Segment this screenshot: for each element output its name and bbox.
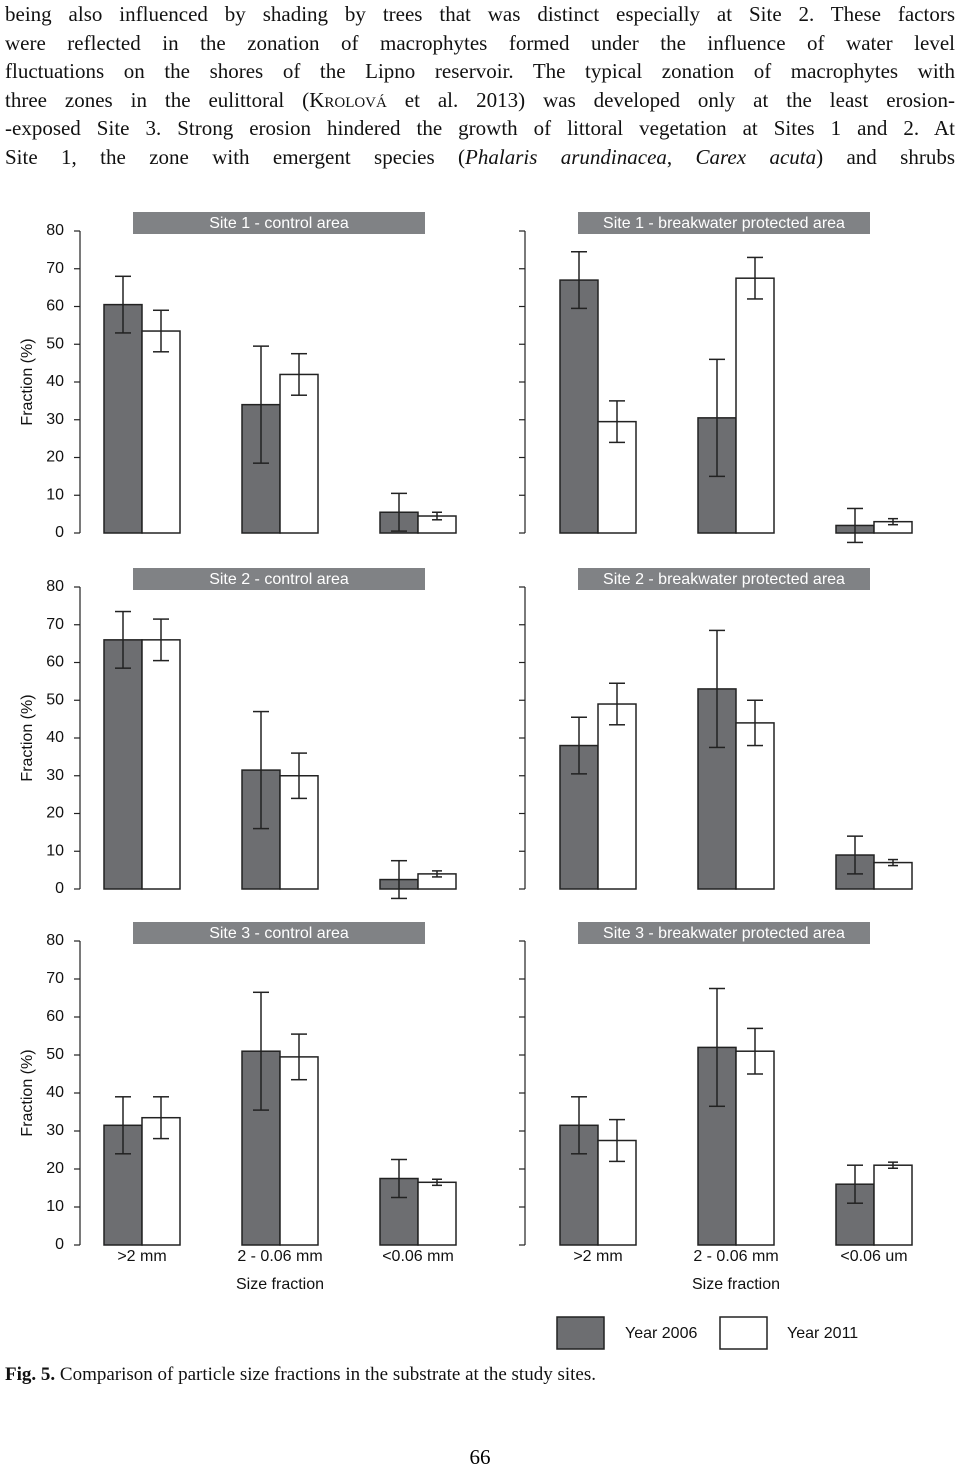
y-tick-label: 0 (55, 524, 64, 541)
x-tick-label: 2 - 0.06 mm (693, 1248, 778, 1265)
y-tick-label: 20 (46, 805, 64, 822)
chart-title: Site 3 - breakwater protected area (603, 925, 845, 942)
text-run: Carex acuta (695, 144, 817, 169)
text-line: -exposed Site 3. Strong erosion hindered… (5, 114, 955, 143)
y-tick-label: 50 (46, 335, 64, 352)
text-line: fluctuations on the shores of the Lipno … (5, 57, 955, 86)
y-tick-label: 20 (46, 1160, 64, 1177)
y-tick-label: 80 (46, 932, 64, 949)
legend-label: Year 2006 (625, 1325, 697, 1342)
text-run: , (666, 144, 696, 169)
y-tick-label: 60 (46, 1008, 64, 1025)
text-line: being also influenced by shading by tree… (5, 0, 955, 29)
x-tick-label: <0.06 um (840, 1248, 907, 1265)
bar (873, 1164, 913, 1246)
text-line: three zones in the eulittoral (Krolová e… (5, 86, 955, 115)
text-run: ) and shrubs (816, 144, 956, 169)
legend-swatch (719, 1316, 768, 1350)
x-tick-label: >2 mm (117, 1248, 166, 1265)
text-run: et al. 2013) was developed only at the l… (386, 87, 956, 112)
y-tick-label: 10 (46, 842, 64, 859)
y-tick-label: 30 (46, 411, 64, 428)
legend-label: Year 2011 (787, 1325, 858, 1342)
text-run: Phalaris arundinacea (465, 144, 667, 169)
y-tick-label: 20 (46, 449, 64, 466)
y-tick-label: 70 (46, 616, 64, 633)
bar (279, 373, 319, 534)
y-tick-label: 60 (46, 654, 64, 671)
text-run: -exposed Site 3. Strong erosion hindered… (5, 116, 955, 140)
y-tick-label: 40 (46, 373, 64, 390)
title-box (578, 922, 870, 944)
bar (559, 279, 599, 534)
bar (735, 277, 775, 534)
text-run: were reflected in the zonation of macrop… (5, 30, 955, 55)
chart-title: Site 2 - breakwater protected area (603, 571, 845, 588)
chart-title: Site 2 - control area (209, 571, 349, 588)
y-tick-label: 80 (46, 578, 64, 595)
body-text: being also influenced by shading by tree… (5, 0, 955, 171)
title-box (133, 568, 425, 590)
text-run: Krolová (309, 87, 387, 112)
y-tick-label: 0 (55, 880, 64, 897)
y-tick-label: 60 (46, 298, 64, 315)
bar (103, 303, 143, 534)
y-tick-label: 0 (55, 1236, 64, 1253)
text-line: were reflected in the zonation of macrop… (5, 29, 955, 58)
title-box (133, 922, 425, 944)
x-axis-label: Size fraction (692, 1276, 780, 1293)
y-tick-label: 10 (46, 486, 64, 503)
title-box (578, 212, 870, 234)
y-tick-label: 10 (46, 1198, 64, 1215)
bar (597, 703, 637, 890)
x-tick-label: <0.06 mm (382, 1248, 454, 1265)
title-box (133, 212, 425, 234)
x-tick-label: 2 - 0.06 mm (237, 1248, 322, 1265)
y-tick-label: 70 (46, 260, 64, 277)
caption: Fig. 5. Comparison of particle size frac… (5, 1364, 596, 1386)
chart-title: Site 1 - control area (209, 215, 349, 232)
bar (141, 330, 181, 534)
bar (873, 861, 913, 890)
text-run: fluctuations on the shores of the Lipno … (5, 59, 955, 83)
caption-text: Comparison of particle size fractions in… (59, 1364, 596, 1385)
bar (735, 722, 775, 890)
y-tick-label: 30 (46, 1122, 64, 1139)
legend-swatch (556, 1316, 605, 1350)
y-tick-label: 40 (46, 1084, 64, 1101)
y-axis-label: Fraction (%) (19, 694, 36, 781)
text-run: being also influenced by shading by tree… (5, 2, 955, 26)
x-tick-label: >2 mm (573, 1248, 622, 1265)
chart-title: Site 3 - control area (209, 925, 349, 942)
y-axis-label: Fraction (%) (19, 1049, 36, 1136)
y-axis-label: Fraction (%) (19, 338, 36, 425)
y-tick-label: 70 (46, 970, 64, 987)
y-tick-label: 50 (46, 691, 64, 708)
bar (417, 1181, 457, 1246)
y-tick-label: 50 (46, 1046, 64, 1063)
bar (141, 639, 181, 890)
text-run: Site 1, the zone with emergent species ( (5, 144, 466, 169)
y-tick-label: 80 (46, 222, 64, 239)
bar (103, 639, 143, 890)
caption-label: Fig. 5. (5, 1364, 56, 1385)
x-axis-label: Size fraction (236, 1276, 324, 1293)
chart-title: Site 1 - breakwater protected area (603, 215, 845, 232)
text-line: Site 1, the zone with emergent species (… (5, 143, 955, 172)
text-run: three zones in the eulittoral ( (5, 87, 310, 112)
page-number: 66 (469, 1445, 491, 1469)
bar (279, 775, 319, 890)
bar (279, 1056, 319, 1246)
title-box (578, 568, 870, 590)
y-tick-label: 40 (46, 729, 64, 746)
bar (735, 1050, 775, 1246)
y-tick-label: 30 (46, 767, 64, 784)
